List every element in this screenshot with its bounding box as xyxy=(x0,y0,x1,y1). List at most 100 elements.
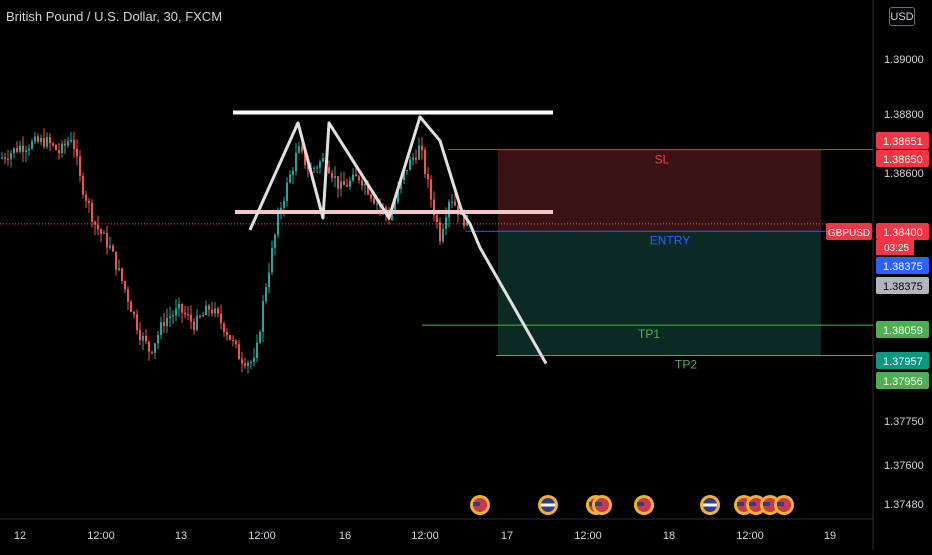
candle-body xyxy=(367,183,369,195)
candle-body xyxy=(178,304,180,309)
candle-body xyxy=(316,167,318,169)
y-tick-label: 1.39000 xyxy=(884,54,924,66)
us-flag-icon[interactable] xyxy=(592,495,612,515)
candle-body xyxy=(244,363,246,366)
candle-body xyxy=(451,201,453,203)
y-tick-label: 1.38800 xyxy=(884,109,924,121)
candle-body xyxy=(46,137,48,147)
y-tick-label: 1.37600 xyxy=(884,460,924,472)
candle-body xyxy=(295,152,297,171)
candle-body xyxy=(13,148,15,154)
us-flag-icon[interactable] xyxy=(774,495,794,515)
price-tag xyxy=(876,223,929,240)
chart-title: British Pound / U.S. Dollar, 30, FXCM xyxy=(6,9,223,24)
candle-body xyxy=(52,143,54,146)
candle-body xyxy=(298,146,300,153)
candle-body xyxy=(130,301,132,312)
us-flag-icon[interactable] xyxy=(634,495,654,515)
y-tick-label: 1.37750 xyxy=(884,416,924,428)
candle-body xyxy=(331,173,333,178)
candle-body xyxy=(28,148,30,151)
currency-button[interactable]: USD xyxy=(889,7,915,26)
candle-body xyxy=(103,232,105,234)
candle-body xyxy=(190,314,192,322)
us-flag-icon[interactable] xyxy=(470,495,490,515)
candle-body xyxy=(409,159,411,171)
candle-body xyxy=(397,188,399,203)
candle-body xyxy=(187,314,189,316)
candle-body xyxy=(121,268,123,281)
x-tick-label: 12:00 xyxy=(736,530,764,542)
price-tag-text: 1.37956 xyxy=(883,376,923,388)
candle-body xyxy=(256,342,258,358)
price-tag xyxy=(876,321,929,338)
price-tag xyxy=(876,277,929,294)
candle-body xyxy=(55,145,57,151)
entry-label: ENTRY xyxy=(650,233,690,247)
us-flag-icon[interactable] xyxy=(760,495,780,515)
price-tag-text: 1.38059 xyxy=(883,325,923,337)
candle-body xyxy=(49,137,51,144)
symbol-tag xyxy=(826,223,872,240)
candle-body xyxy=(403,170,405,181)
candle-body xyxy=(376,203,378,205)
us-flag-icon[interactable] xyxy=(746,495,766,515)
candle-body xyxy=(289,174,291,183)
candle-body xyxy=(40,138,42,142)
x-tick-label: 13 xyxy=(175,530,187,542)
candle-body xyxy=(157,334,159,344)
uk-flag-icon[interactable] xyxy=(700,495,720,515)
candle-body xyxy=(109,245,111,248)
candle-body xyxy=(391,212,393,221)
candle-body xyxy=(91,202,93,222)
candle-body xyxy=(265,286,267,302)
candle-body xyxy=(82,176,84,195)
take-profit-zone xyxy=(498,231,821,356)
candle-body xyxy=(412,157,414,160)
candle-body xyxy=(250,362,252,364)
candle-body xyxy=(19,145,21,152)
sl-label: SL xyxy=(655,153,670,167)
candle-body xyxy=(61,143,63,153)
candle-body xyxy=(304,151,306,166)
candle-body xyxy=(400,180,402,189)
candle-body xyxy=(247,362,249,366)
candle-body xyxy=(181,304,183,313)
candle-body xyxy=(436,215,438,223)
x-tick-label: 17 xyxy=(501,530,513,542)
tp1-label: TP1 xyxy=(638,327,660,341)
candle-body xyxy=(76,148,78,157)
candle-body xyxy=(358,176,360,181)
price-tag-text: 1.38400 xyxy=(883,227,923,239)
x-tick-label: 12 xyxy=(14,530,26,542)
candle-body xyxy=(118,268,120,270)
stop-loss-zone xyxy=(498,149,821,232)
candle-body xyxy=(277,213,279,235)
candle-body xyxy=(22,145,24,152)
candle-body xyxy=(205,305,207,316)
candle-body xyxy=(241,359,243,364)
candle-body xyxy=(115,251,117,270)
candle-body xyxy=(352,174,354,181)
candle-body xyxy=(58,150,60,153)
candle-body xyxy=(97,224,99,230)
candle-body xyxy=(112,245,114,252)
candle-body xyxy=(139,330,141,341)
candle-body xyxy=(274,234,276,248)
candle-body xyxy=(136,314,138,331)
candle-body xyxy=(364,183,366,186)
candle-body xyxy=(229,335,231,341)
uk-flag-icon[interactable] xyxy=(538,495,558,515)
candle-body xyxy=(427,174,429,180)
candle-body xyxy=(73,139,75,149)
candle-body xyxy=(322,157,324,162)
price-tag xyxy=(876,150,929,167)
price-tag-text: 1.38375 xyxy=(883,281,923,293)
candles xyxy=(1,128,468,374)
candle-body xyxy=(355,174,357,177)
x-tick-label: 12:00 xyxy=(87,530,115,542)
candle-body xyxy=(211,309,213,314)
candle-body xyxy=(184,312,186,315)
